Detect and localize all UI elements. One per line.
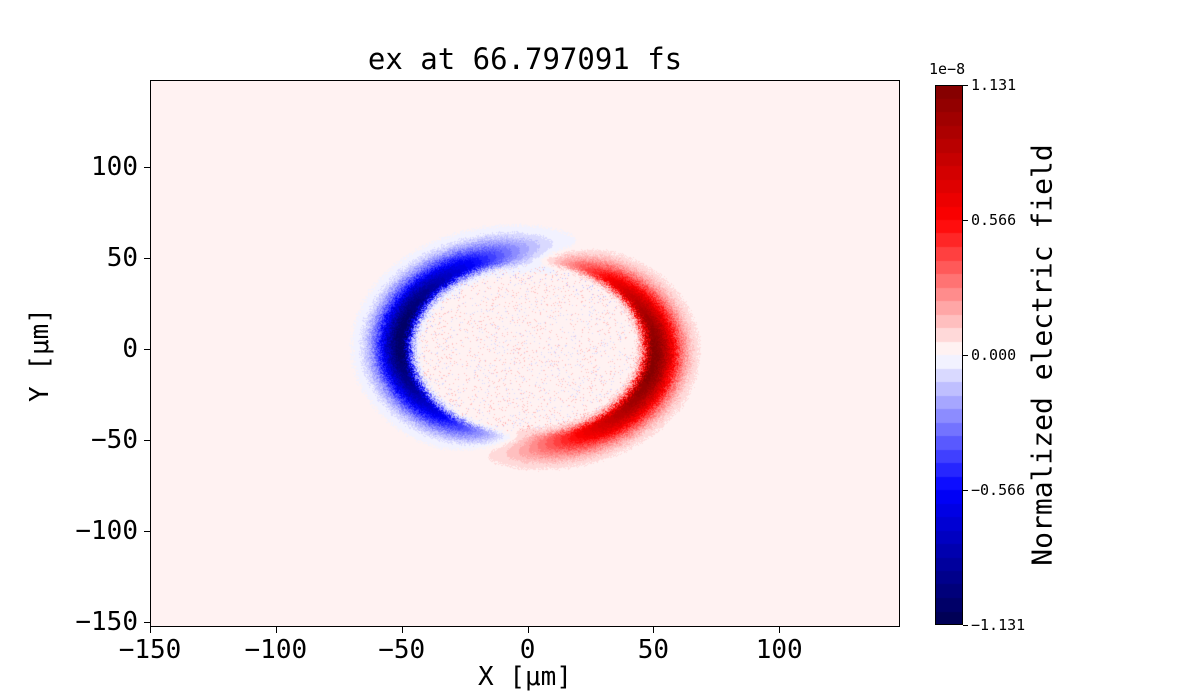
x-tick-mark [401,627,403,633]
x-tick-mark [653,627,655,633]
y-tick-label: −150 [75,606,138,637]
colorbar-tick-mark [963,625,968,626]
chart-title: ex at 66.797091 fs [367,42,683,76]
x-tick-label: 50 [637,635,669,665]
y-tick-mark [144,167,150,169]
x-tick-label: 0 [519,635,536,665]
colorbar-label: Normalized electric field [1025,144,1059,566]
colorbar-tick-label: −0.566 [971,481,1026,500]
x-tick-label: −50 [378,635,426,665]
y-tick-label: 100 [91,152,138,183]
colorbar-tick-mark [963,85,968,86]
colorbar-tick-mark [963,355,968,356]
colorbar-offset-text: 1e−8 [929,60,966,78]
y-tick-label: −50 [91,424,138,455]
y-tick-label: 0 [122,333,138,364]
colorbar-tick-label: −1.131 [971,616,1026,634]
colorbar-tick-label: 0.566 [971,210,1017,229]
x-tick-label: 100 [755,635,803,665]
x-tick-mark [150,627,151,633]
x-tick-label: −100 [244,635,308,665]
y-tick-mark [144,530,150,532]
y-tick-mark [144,258,150,260]
y-tick-mark [144,439,150,441]
colorbar-tick-mark [963,219,968,221]
y-tick-mark [144,348,150,350]
x-tick-mark [527,627,529,633]
y-tick-label: −100 [75,515,138,546]
colorbar-tick-label: 0.000 [971,346,1017,364]
heatmap-canvas [150,80,900,627]
colorbar-tick-mark [963,490,968,492]
x-tick-mark [275,627,277,633]
y-tick-label: 50 [106,243,138,274]
colorbar-canvas [935,85,963,625]
x-tick-mark [779,627,781,633]
y-tick-mark [144,621,150,623]
colorbar-tick-label: 1.131 [971,76,1017,94]
x-tick-label: −150 [118,635,182,665]
x-axis-label: X [μm] [478,662,572,692]
